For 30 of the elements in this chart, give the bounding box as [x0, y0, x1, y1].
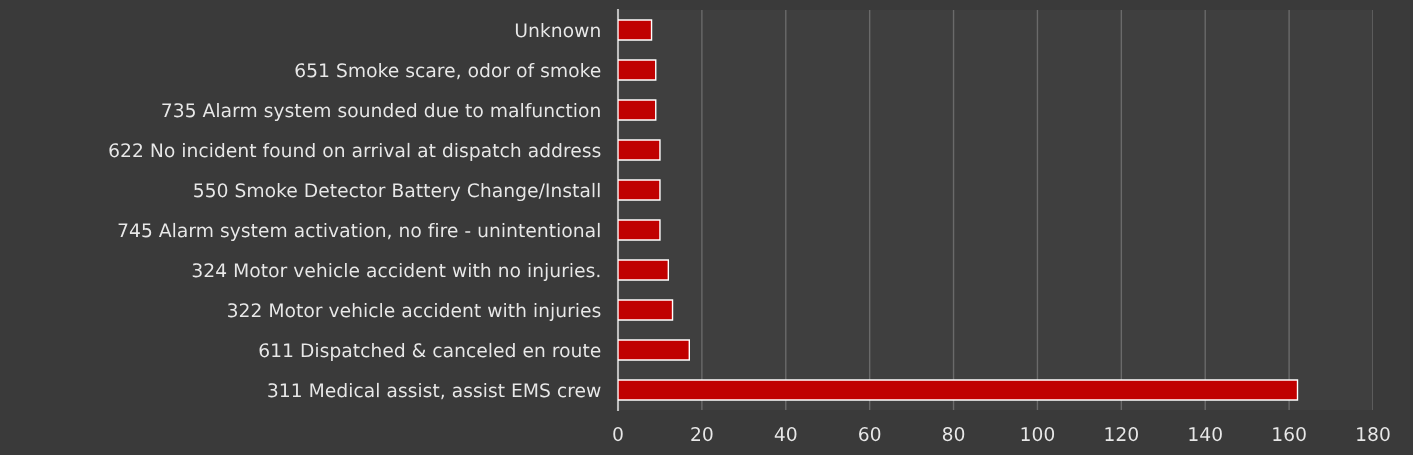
y-tick-label: 550 Smoke Detector Battery Change/Install	[194, 182, 600, 202]
x-tick-label: 120	[1105, 427, 1138, 442]
y-tick-label: 311 Medical assist, assist EMS crew	[268, 382, 601, 400]
x-tick-label: 160	[1273, 427, 1306, 442]
y-tick-label: 651 Smoke scare, odor of smoke	[295, 62, 601, 80]
bar	[618, 299, 674, 321]
bar	[618, 59, 657, 81]
x-tick-label: 180	[1357, 427, 1390, 442]
y-tick-label: 322 Motor vehicle accident with injuries	[228, 302, 601, 322]
y-tick-label: 622 No incident found on arrival at dispatch address	[109, 142, 601, 162]
bar	[618, 19, 653, 41]
y-tick-label: 735 Alarm system sounded due to malfunction	[162, 102, 600, 122]
bar	[618, 379, 1299, 401]
x-tick-label: 100	[1021, 427, 1055, 442]
x-tick-label: 0	[613, 427, 623, 442]
x-tick-label: 140	[1189, 427, 1222, 442]
x-tick-label: 80	[942, 427, 965, 442]
bar	[618, 179, 661, 201]
y-tick-label: 611 Dispatched & canceled en route	[259, 342, 601, 362]
y-tick-label: Unknown	[515, 22, 600, 38]
y-tick-label: 745 Alarm system activation, no fire - unintentional	[118, 222, 600, 242]
bar	[618, 259, 670, 281]
y-tick-label: 324 Motor vehicle accident with no injuries.	[192, 262, 600, 282]
bar	[618, 99, 657, 121]
bar	[618, 219, 661, 241]
x-tick-label: 40	[774, 427, 797, 442]
x-tick-label: 20	[691, 427, 713, 442]
x-tick-label: 60	[859, 427, 881, 442]
bar	[618, 139, 661, 161]
bar	[618, 339, 691, 361]
